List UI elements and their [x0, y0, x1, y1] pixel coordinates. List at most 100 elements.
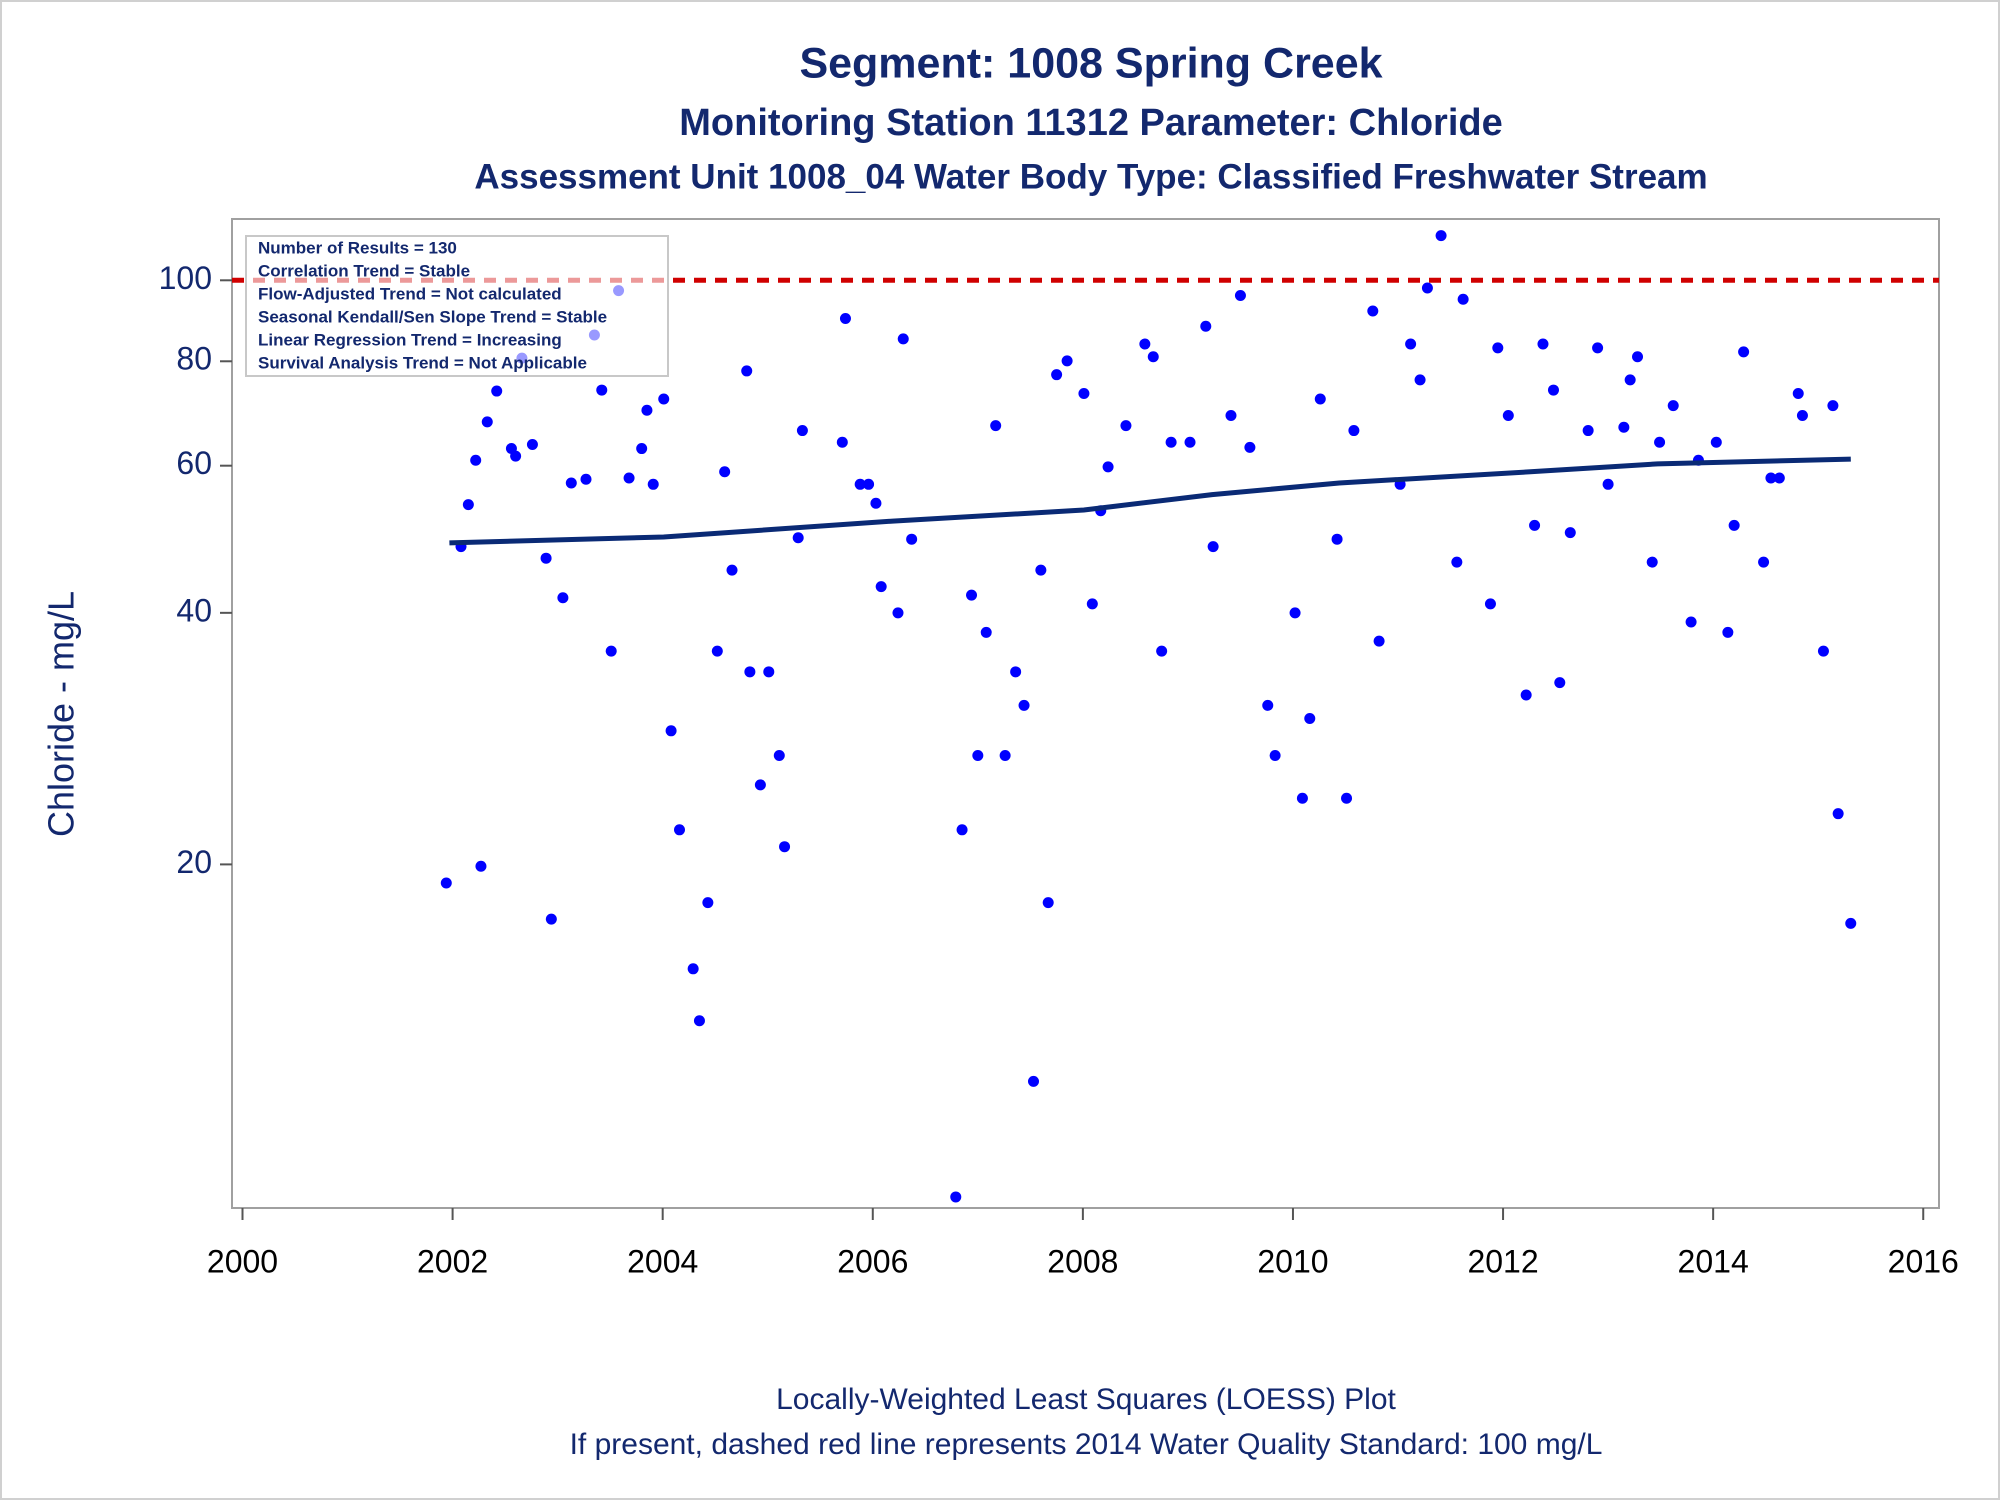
data-point: [1296, 792, 1308, 804]
stats-text: Correlation Trend = Stable: [258, 261, 470, 280]
data-point: [711, 645, 723, 657]
y-tick-label: 40: [176, 592, 212, 628]
data-point: [636, 443, 648, 455]
data-point: [1582, 425, 1594, 437]
data-point: [702, 897, 714, 909]
data-point: [1244, 441, 1256, 453]
x-tick-label: 2010: [1257, 1243, 1328, 1279]
data-point: [956, 824, 968, 836]
data-point: [854, 478, 866, 490]
data-point: [966, 589, 978, 601]
data-point: [687, 963, 699, 975]
data-point: [1269, 749, 1281, 761]
data-point: [836, 436, 848, 448]
data-point: [481, 416, 493, 428]
data-point: [726, 564, 738, 576]
data-point: [972, 749, 984, 761]
chart-subtitle: Monitoring Station 11312 Parameter: Chlo…: [679, 102, 1503, 144]
data-point: [1078, 388, 1090, 400]
data-point: [1547, 384, 1559, 396]
data-point: [1796, 409, 1808, 421]
data-point: [540, 552, 552, 564]
data-point: [792, 532, 804, 544]
data-point: [1492, 342, 1504, 354]
data-point: [1554, 677, 1566, 689]
data-point: [1537, 338, 1549, 350]
x-tick-label: 2008: [1047, 1243, 1118, 1279]
data-point: [1832, 808, 1844, 820]
data-point: [779, 841, 791, 853]
trend-line: [449, 456, 1851, 546]
data-point: [491, 385, 503, 397]
data-point: [1010, 666, 1022, 678]
data-point: [950, 1191, 962, 1203]
data-point: [1520, 689, 1532, 701]
y-axis-label: Chloride - mg/L: [41, 591, 82, 837]
data-point: [1156, 645, 1168, 657]
data-point: [1646, 556, 1658, 568]
data-point: [605, 645, 617, 657]
data-point: [1654, 436, 1666, 448]
data-point: [1184, 436, 1196, 448]
data-point: [1414, 374, 1426, 386]
data-point: [673, 824, 685, 836]
data-point: [870, 497, 882, 509]
data-point: [1061, 355, 1073, 367]
data-point: [1200, 320, 1212, 332]
stats-text: Flow-Adjusted Trend = Not calculated: [258, 284, 562, 303]
chart-subtitle: Assessment Unit 1008_04 Water Body Type:…: [474, 157, 1707, 196]
data-point: [875, 581, 887, 593]
data-point: [1602, 478, 1614, 490]
footnote: Locally-Weighted Least Squares (LOESS) P…: [776, 1383, 1396, 1416]
data-point: [1667, 400, 1679, 412]
data-point: [839, 313, 851, 325]
chart-title: Segment: 1008 Spring Creek: [799, 39, 1382, 87]
data-point: [1341, 792, 1353, 804]
data-point: [754, 779, 766, 791]
data-point: [1685, 616, 1697, 628]
footnote: If present, dashed red line represents 2…: [570, 1428, 1603, 1461]
data-point: [1234, 289, 1246, 301]
data-point: [999, 749, 1011, 761]
data-point: [565, 477, 577, 489]
data-point: [1207, 541, 1219, 553]
data-point: [1405, 338, 1417, 350]
data-point: [1529, 519, 1541, 531]
data-point: [623, 472, 635, 484]
x-tick-label: 2002: [417, 1243, 488, 1279]
data-point: [1348, 425, 1360, 437]
data-point: [580, 473, 592, 485]
data-point: [741, 365, 753, 377]
data-point: [647, 478, 659, 490]
data-point: [1817, 645, 1829, 657]
data-point: [796, 425, 808, 437]
data-point: [1331, 533, 1343, 545]
x-tick-label: 2012: [1467, 1243, 1538, 1279]
data-point: [1632, 351, 1644, 363]
data-point: [1225, 409, 1237, 421]
data-point: [665, 725, 677, 737]
data-point: [1289, 607, 1301, 619]
data-point: [1435, 230, 1447, 242]
data-point: [526, 439, 538, 451]
data-point: [1758, 556, 1770, 568]
data-point: [1773, 472, 1785, 484]
data-point: [1827, 400, 1839, 412]
data-point: [1086, 598, 1098, 610]
data-point: [1624, 374, 1636, 386]
data-point: [1120, 420, 1132, 432]
data-point: [1147, 351, 1159, 363]
stats-box: [245, 235, 669, 377]
data-point: [1845, 917, 1857, 929]
data-point: [892, 607, 904, 619]
data-point: [1314, 393, 1326, 405]
y-tick-label: 20: [176, 844, 212, 880]
data-point: [773, 749, 785, 761]
data-point: [990, 420, 1002, 432]
x-tick-label: 2014: [1678, 1243, 1749, 1279]
x-tick-label: 2004: [627, 1243, 698, 1279]
data-point: [1051, 369, 1063, 381]
data-point: [475, 860, 487, 872]
data-point: [897, 333, 909, 345]
